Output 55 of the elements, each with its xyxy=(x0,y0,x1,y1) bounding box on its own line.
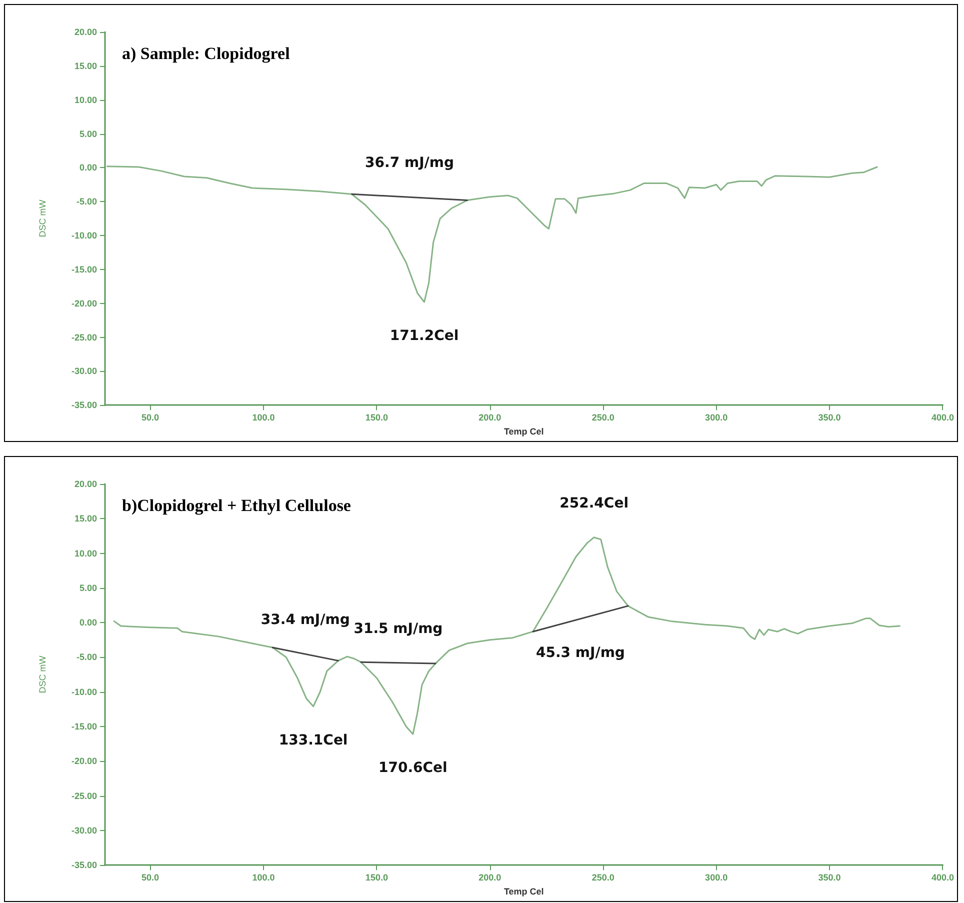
y-axis-title: DSC mW xyxy=(38,655,48,694)
annotation: 252.4Cel xyxy=(560,495,628,512)
x-tick-label: 50.0 xyxy=(142,872,160,883)
x-tick-label: 200.0 xyxy=(478,872,502,883)
y-tick-label: 0.00 xyxy=(79,618,97,628)
x-tick-label: 100.0 xyxy=(252,872,275,883)
y-tick-label: 15.00 xyxy=(74,60,97,71)
y-tick-label: -20.00 xyxy=(71,756,97,766)
y-tick-label: -10.00 xyxy=(71,230,97,241)
annotation: 133.1Cel xyxy=(278,732,348,748)
y-tick-label: 5.00 xyxy=(79,582,97,593)
x-axis-title: Temp Cel xyxy=(504,426,544,436)
x-tick-label: 250.0 xyxy=(592,872,614,883)
x-tick-label: 150.0 xyxy=(365,412,388,423)
annotation: 36.7 mJ/mg xyxy=(365,155,454,172)
text: a) Sample: Clopidogrel xyxy=(122,44,290,63)
y-tick-label: 0.00 xyxy=(79,162,97,173)
x-tick-label: 300.0 xyxy=(705,412,728,423)
x-tick-label: 350.0 xyxy=(818,412,841,423)
x-tick-label: 250.0 xyxy=(592,412,614,423)
x-tick-label: 50.0 xyxy=(142,412,160,423)
annotation: 31.5 mJ/mg xyxy=(354,620,443,637)
y-tick-label: 5.00 xyxy=(79,128,97,139)
x-tick-label: 350.0 xyxy=(818,872,841,883)
y-tick-label: -25.00 xyxy=(71,332,97,342)
y-tick-label: 10.00 xyxy=(74,548,97,558)
annotation: 170.6Cel xyxy=(378,760,448,776)
y-tick-label: -25.00 xyxy=(71,790,97,801)
y-axis-title: DSC mW xyxy=(38,199,48,238)
y-tick-label: 20.00 xyxy=(74,27,97,37)
line-series xyxy=(113,536,900,735)
y-tick-label: -20.00 xyxy=(71,298,97,308)
y-tick-label: 10.00 xyxy=(74,94,97,105)
y-tick-label: 15.00 xyxy=(74,514,97,524)
x-tick-label: 200.0 xyxy=(478,412,502,423)
y-tick-label: -35.00 xyxy=(71,400,97,410)
x-tick-label: 100.0 xyxy=(252,412,275,423)
annotation: 171.2Cel xyxy=(390,328,459,344)
y-tick-label: -30.00 xyxy=(71,366,97,376)
x-tick-label: 300.0 xyxy=(705,872,728,883)
y-tick-label: -35.00 xyxy=(71,860,97,870)
x-tick-label: 400.0 xyxy=(931,872,954,883)
y-tick-label: -30.00 xyxy=(71,825,97,836)
y-tick-label: -5.00 xyxy=(76,652,97,662)
y-tick-label: -15.00 xyxy=(71,722,97,732)
x-axis-title: Temp Cel xyxy=(504,886,544,896)
text: b)Clopidogrel + Ethyl Cellulose xyxy=(122,496,352,515)
annotation: 45.3 mJ/mg xyxy=(536,644,625,661)
y-tick-label: 20.00 xyxy=(74,479,97,489)
y-tick-label: -15.00 xyxy=(71,264,97,274)
x-tick-label: 400.0 xyxy=(931,412,954,423)
annotation: 33.4 mJ/mg xyxy=(260,612,350,628)
y-tick-label: -10.00 xyxy=(71,686,97,697)
x-tick-label: 150.0 xyxy=(365,872,388,883)
y-tick-label: -5.00 xyxy=(76,196,97,207)
